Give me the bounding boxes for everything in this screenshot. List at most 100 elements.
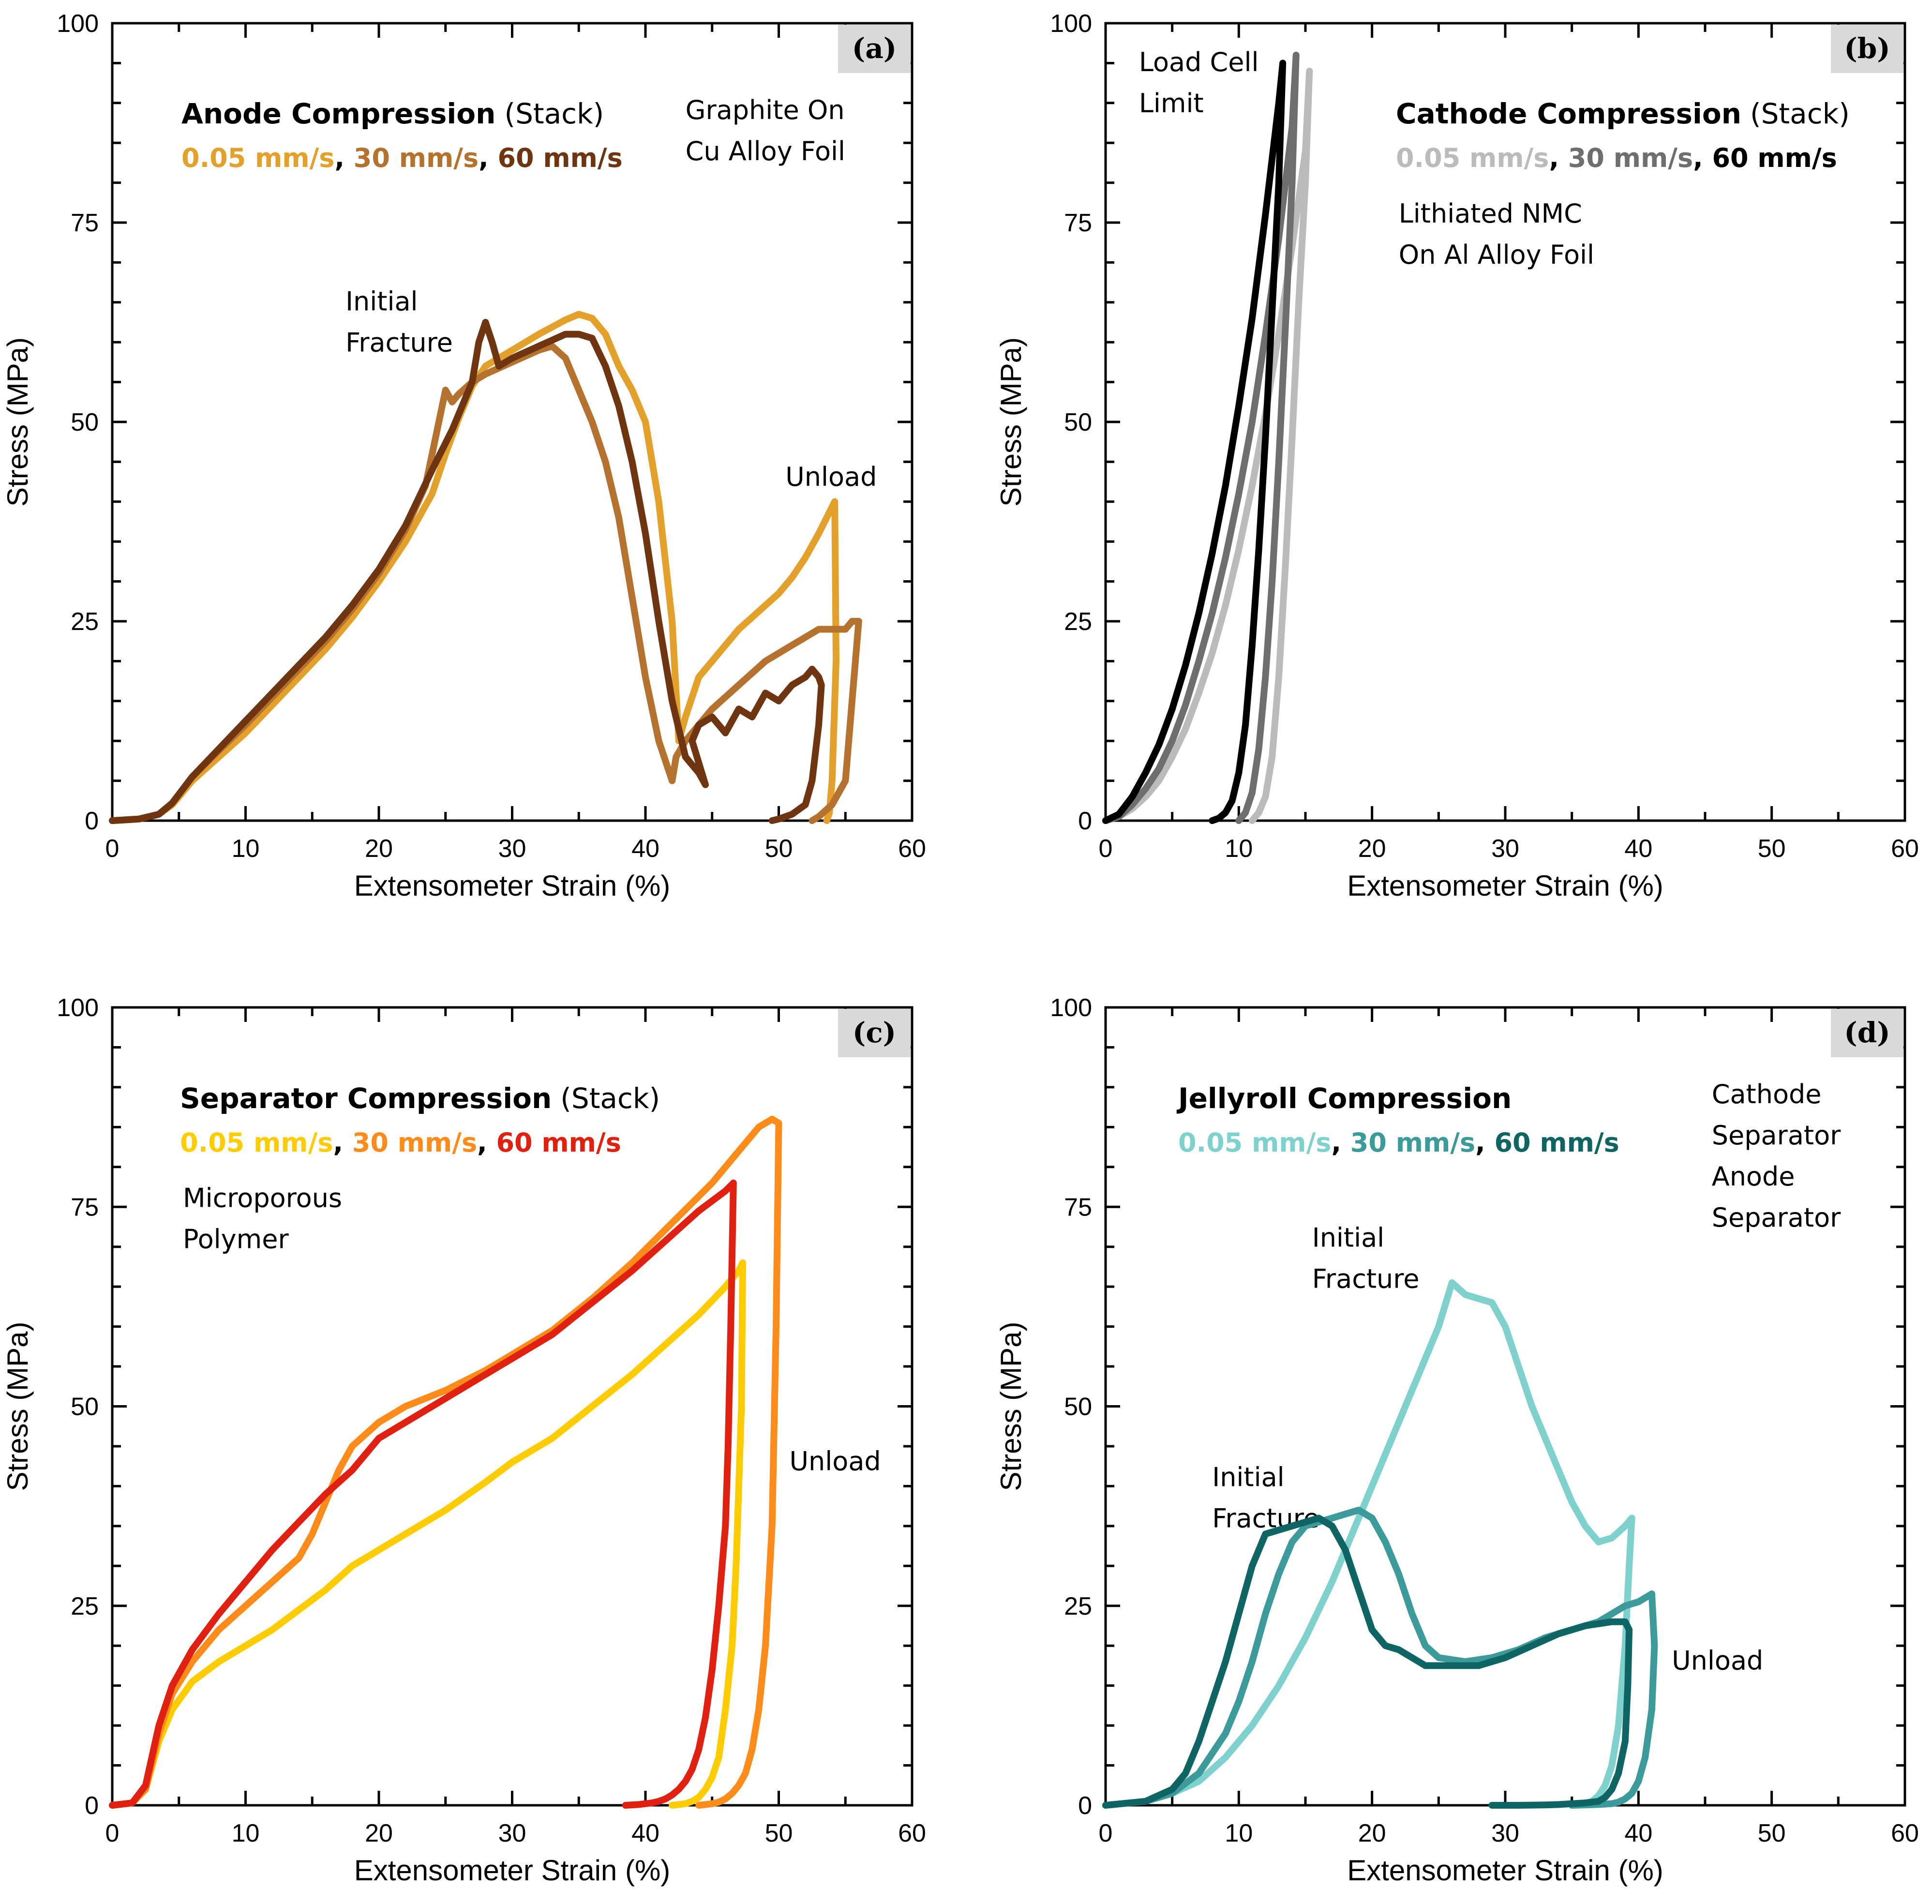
annotation-line: Separator — [1712, 1120, 1841, 1151]
x-tick-label: 40 — [631, 835, 659, 863]
legend-entry: 60 mm/s — [497, 143, 622, 173]
series-line — [109, 311, 839, 824]
legend-entry: 30 mm/s — [1350, 1127, 1475, 1158]
x-axis-title: Extensometer Strain (%) — [1347, 870, 1663, 902]
x-tick-label: 20 — [365, 835, 393, 863]
annotation: Graphite On Cu Alloy Foil — [686, 95, 845, 166]
y-tick-label: 0 — [85, 1792, 99, 1820]
legend: 0.05 mm/s, 30 mm/s, 60 mm/s — [180, 1127, 621, 1158]
x-tick-label: 0 — [105, 835, 120, 863]
legend-entry: 30 mm/s — [352, 1127, 477, 1158]
annotation-line: Initial — [345, 286, 418, 316]
annotation: Microporous Polymer — [183, 1183, 342, 1254]
y-tick-label: 50 — [71, 1393, 99, 1421]
series-line — [1102, 60, 1287, 824]
chart-title-bold: Separator Compression — [180, 1082, 552, 1115]
y-tick-label: 100 — [1050, 10, 1092, 38]
annotation: Lithiated NMC On Al Alloy Foil — [1399, 198, 1594, 270]
chart-title-suffix: (Stack) — [560, 1082, 660, 1115]
legend-separator: , — [1693, 143, 1712, 173]
y-tick-label: 25 — [1064, 1592, 1092, 1620]
legend: 0.05 mm/s, 30 mm/s, 60 mm/s — [1178, 1127, 1619, 1158]
y-tick-label: 0 — [1078, 1792, 1092, 1820]
y-tick-label: 100 — [1050, 994, 1092, 1022]
x-tick-label: 60 — [898, 835, 926, 863]
annotation-line: Limit — [1139, 88, 1204, 119]
x-tick-label: 50 — [1758, 1819, 1786, 1847]
panel-d: 0 10 20 30 40 50 60 0 25 50 75 100 Extensometer Stra… — [995, 994, 1919, 1887]
y-tick-label: 100 — [57, 10, 99, 38]
panel-c: 0 10 20 30 40 50 60 0 25 50 75 100 Extensometer Stra… — [1, 994, 926, 1887]
annotation-line: Polymer — [183, 1224, 289, 1254]
y-tick-label: 25 — [71, 1592, 99, 1620]
annotation: Unload — [1672, 1646, 1763, 1676]
series-line — [109, 1115, 782, 1809]
legend-entry: 0.05 mm/s — [1396, 143, 1549, 173]
x-tick-label: 30 — [1491, 835, 1519, 863]
x-tick-label: 20 — [1358, 1819, 1386, 1847]
annotation-line: Cu Alloy Foil — [686, 136, 845, 166]
panel-label: (c) — [853, 1016, 896, 1049]
legend-entry: 60 mm/s — [496, 1127, 621, 1158]
legend-entry: 60 mm/s — [1494, 1127, 1619, 1158]
chart-title-bold: Anode Compression — [181, 97, 495, 130]
annotation-line: Unload — [1672, 1646, 1763, 1676]
panel-label-box — [838, 25, 911, 73]
x-tick-label: 30 — [1491, 1819, 1519, 1847]
x-tick-label: 40 — [1624, 835, 1652, 863]
y-tick-label: 75 — [71, 209, 99, 237]
x-tick-label: 40 — [1624, 1819, 1652, 1847]
legend-entry: 30 mm/s — [1568, 143, 1693, 173]
chart-title-bold: Jellyroll Compression — [1176, 1082, 1512, 1115]
y-tick-label: 0 — [1078, 807, 1092, 835]
series-line — [1102, 1506, 1658, 1809]
annotation: Load Cell Limit — [1139, 47, 1259, 119]
panel-label-box — [1831, 1009, 1903, 1057]
annotation-line: Lithiated NMC — [1399, 198, 1582, 229]
x-tick-label: 20 — [1358, 835, 1386, 863]
annotation-line: Separator — [1712, 1202, 1841, 1233]
annotation: Cathode Separator Anode Separator — [1712, 1079, 1841, 1233]
legend-entry: 0.05 mm/s — [1178, 1127, 1331, 1158]
chart-title: Jellyroll Compression — [1176, 1082, 1512, 1115]
legend-entry: 0.05 mm/s — [180, 1127, 333, 1158]
panel-label: (b) — [1844, 32, 1890, 65]
y-axis-title: Stress (MPa) — [995, 337, 1027, 507]
y-tick-label: 50 — [71, 408, 99, 436]
annotation-line: Initial — [1212, 1462, 1284, 1492]
legend-separator: , — [479, 143, 497, 173]
x-axis-title: Extensometer Strain (%) — [354, 870, 671, 902]
y-tick-label: 25 — [71, 608, 99, 636]
x-tick-label: 50 — [765, 1819, 793, 1847]
panel-label: (d) — [1844, 1016, 1890, 1049]
chart-title: Separator Compression (Stack) — [180, 1082, 660, 1115]
legend-entry: 60 mm/s — [1712, 143, 1837, 173]
series-line — [109, 319, 825, 824]
annotation: Unload — [785, 462, 877, 492]
legend-entry: 0.05 mm/s — [181, 143, 334, 173]
legend-separator: , — [334, 143, 353, 173]
legend: 0.05 mm/s, 30 mm/s, 60 mm/s — [1396, 143, 1837, 173]
legend-separator: , — [333, 1127, 352, 1158]
y-axis-title: Stress (MPa) — [1, 1321, 34, 1491]
annotation-line: Unload — [785, 462, 877, 492]
y-tick-label: 0 — [85, 807, 99, 835]
annotation-line: Initial — [1312, 1223, 1384, 1253]
annotation-line: Fracture — [345, 327, 453, 358]
legend-separator: , — [1331, 1127, 1350, 1158]
x-tick-label: 60 — [898, 1819, 926, 1847]
x-tick-label: 30 — [498, 1819, 526, 1847]
panel-label-box — [1831, 25, 1903, 73]
annotation: Initial Fracture — [1312, 1223, 1420, 1294]
legend: 0.05 mm/s, 30 mm/s, 60 mm/s — [181, 143, 623, 173]
y-tick-label: 25 — [1064, 608, 1092, 636]
y-tick-label: 50 — [1064, 408, 1092, 436]
x-tick-label: 50 — [1758, 835, 1786, 863]
x-tick-label: 30 — [498, 835, 526, 863]
x-tick-label: 10 — [1225, 835, 1253, 863]
chart-title-suffix: (Stack) — [1750, 97, 1850, 130]
series-line — [109, 1259, 747, 1809]
x-tick-label: 40 — [631, 1819, 659, 1847]
x-tick-label: 60 — [1891, 835, 1919, 863]
